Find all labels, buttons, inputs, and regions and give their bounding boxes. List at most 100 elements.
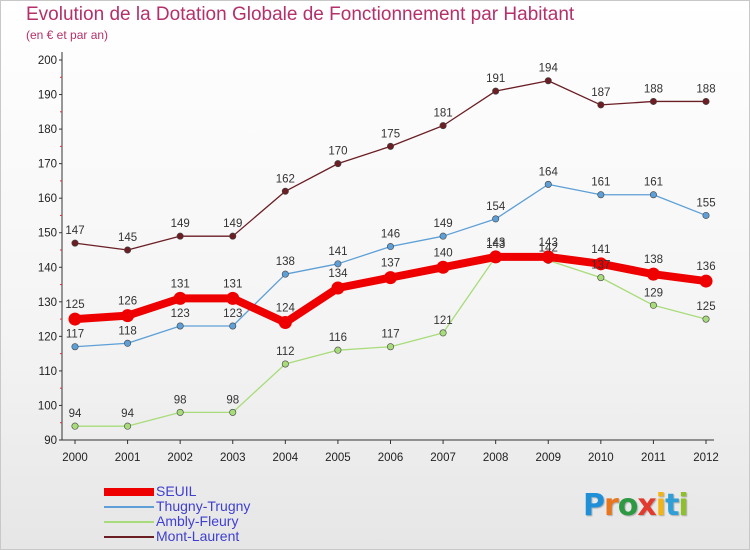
data-label-ambly-fleury: 137 (591, 260, 610, 272)
data-label-ambly-fleury: 142 (539, 242, 558, 254)
data-label-mont-laurent: 181 (433, 108, 452, 120)
data-label-ambly-fleury: 121 (433, 315, 452, 327)
data-label-thugny-trugny: 123 (171, 308, 190, 320)
data-label-seuil: 138 (644, 254, 663, 266)
x-tick-label: 2003 (220, 452, 246, 464)
data-point-seuil (121, 309, 135, 323)
data-point-thugny-trugny (176, 322, 184, 330)
data-point-thugny-trugny (71, 343, 79, 351)
y-tick-label: 160 (38, 193, 57, 205)
data-label-mont-laurent: 149 (223, 218, 242, 230)
data-label-seuil: 141 (591, 244, 610, 256)
data-point-mont-laurent (334, 160, 342, 168)
proxiti-logo: Proxiti (583, 488, 689, 523)
legend-label: Ambly-Fleury (156, 513, 239, 529)
data-point-seuil (173, 291, 187, 305)
data-label-thugny-trugny: 154 (486, 201, 506, 213)
data-label-ambly-fleury: 112 (276, 346, 294, 358)
data-label-thugny-trugny: 155 (696, 197, 715, 209)
data-point-seuil (331, 281, 345, 295)
logo-letter: o (617, 488, 639, 523)
data-point-ambly-fleury (597, 274, 605, 282)
legend-swatch (104, 536, 154, 538)
x-tick-label: 2009 (535, 452, 561, 464)
chart-subtitle: (en € et par an) (26, 28, 109, 42)
data-label-mont-laurent: 170 (328, 146, 347, 158)
data-label-thugny-trugny: 149 (433, 218, 452, 230)
data-point-seuil (226, 291, 240, 305)
data-point-thugny-trugny (544, 180, 552, 188)
data-point-mont-laurent (649, 97, 657, 105)
data-label-seuil: 143 (539, 237, 558, 249)
logo-letter: P (583, 488, 605, 523)
data-point-mont-laurent (597, 101, 605, 109)
data-label-thugny-trugny: 141 (328, 246, 347, 258)
data-point-thugny-trugny (386, 243, 394, 251)
data-label-mont-laurent: 188 (696, 83, 715, 95)
data-point-seuil (646, 267, 660, 281)
data-label-seuil: 136 (696, 261, 715, 273)
data-point-seuil (699, 274, 713, 288)
data-label-ambly-fleury: 143 (486, 239, 505, 251)
legend-swatch (104, 521, 154, 523)
data-point-mont-laurent (176, 232, 184, 240)
x-tick-label: 2012 (693, 452, 719, 464)
data-point-thugny-trugny (492, 215, 500, 223)
data-label-seuil: 131 (223, 278, 242, 290)
data-label-thugny-trugny: 164 (539, 166, 559, 178)
data-labels: 147 145 149 149 162 170 175 181 191 194 187 188 188 1… (65, 63, 715, 420)
data-label-ambly-fleury: 98 (174, 394, 187, 406)
legend-label: Mont-Laurent (156, 528, 240, 544)
data-point-mont-laurent (702, 97, 710, 105)
x-tick-label: 2006 (378, 452, 404, 464)
data-point-seuil (436, 260, 450, 274)
logo-letter: i (655, 488, 666, 523)
data-label-seuil: 140 (433, 247, 452, 259)
y-tick-label: 190 (38, 90, 57, 102)
data-label-mont-laurent: 187 (591, 87, 610, 99)
data-point-ambly-fleury (71, 422, 79, 430)
data-point-seuil (594, 257, 608, 271)
logo-letter: i (678, 488, 688, 523)
y-tick-label: 180 (38, 124, 57, 136)
y-tick-label: 110 (39, 366, 57, 378)
data-label-ambly-fleury: 117 (381, 329, 399, 341)
data-point-mont-laurent (71, 239, 79, 247)
legend-label: Thugny-Trugny (156, 498, 251, 514)
data-point-mont-laurent (229, 232, 237, 240)
legend-swatch (104, 488, 154, 496)
x-tick-label: 2011 (641, 452, 666, 464)
data-label-ambly-fleury: 98 (226, 394, 239, 406)
legend-label: SEUIL (156, 483, 197, 499)
data-label-seuil: 143 (486, 237, 505, 249)
data-point-seuil (278, 316, 292, 330)
logo-letter: t (665, 488, 679, 523)
data-point-ambly-fleury (649, 301, 657, 309)
data-point-ambly-fleury (334, 346, 342, 354)
data-label-thugny-trugny: 146 (381, 229, 400, 241)
data-label-ambly-fleury: 94 (121, 408, 134, 420)
y-tick-label: 170 (38, 159, 57, 171)
chart-title: Evolution de la Dotation Globale de Fonc… (26, 4, 575, 25)
data-point-ambly-fleury (176, 408, 184, 416)
data-point-seuil (541, 250, 555, 264)
data-label-thugny-trugny: 123 (223, 308, 242, 320)
data-point-mont-laurent (492, 87, 500, 95)
data-point-ambly-fleury (386, 343, 394, 351)
data-label-mont-laurent: 145 (118, 232, 137, 244)
data-point-mont-laurent (281, 187, 289, 195)
x-tick-label: 2008 (483, 452, 509, 464)
data-label-seuil: 137 (381, 258, 400, 270)
data-point-thugny-trugny (649, 191, 657, 199)
data-label-thugny-trugny: 118 (118, 325, 136, 337)
data-label-mont-laurent: 194 (539, 63, 559, 75)
data-point-thugny-trugny (439, 232, 447, 240)
data-label-mont-laurent: 149 (171, 218, 190, 230)
x-tick-label: 2005 (325, 452, 351, 464)
x-tick-label: 2000 (62, 452, 88, 464)
data-label-seuil: 124 (276, 303, 296, 315)
x-tick-label: 2007 (430, 452, 456, 464)
data-point-seuil (68, 312, 82, 326)
data-label-thugny-trugny: 138 (276, 256, 295, 268)
